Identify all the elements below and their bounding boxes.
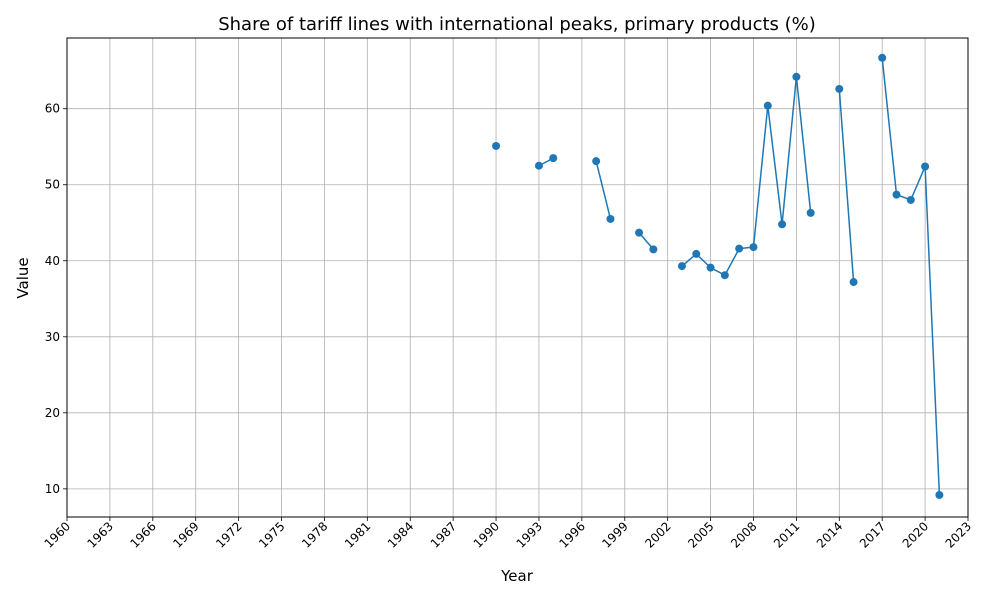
chart-title: Share of tariff lines with international… (218, 14, 816, 35)
series-line-layer (538, 57, 941, 495)
x-tick-label: 1981 (342, 519, 373, 550)
y-tick-label: 10 (45, 482, 60, 496)
x-tick-label: 2020 (900, 519, 931, 550)
y-tick-label: 30 (45, 330, 60, 344)
data-point (720, 271, 729, 280)
x-axis-label: Year (500, 567, 534, 585)
y-tick-label: 20 (45, 406, 60, 420)
data-point (749, 243, 758, 252)
data-point (906, 195, 915, 204)
data-point (592, 157, 601, 166)
data-point (492, 141, 501, 150)
y-axis-ticks: 10 20 30 40 50 60 (45, 102, 67, 496)
data-point (649, 245, 658, 254)
x-tick-label: 1996 (556, 519, 587, 550)
x-tick-label: 2008 (728, 519, 759, 550)
data-point (792, 72, 801, 81)
data-point (534, 161, 543, 170)
y-tick-label: 50 (45, 178, 60, 192)
data-point (677, 262, 686, 271)
series-line-segment (681, 76, 812, 277)
data-point (878, 53, 887, 62)
data-point (549, 154, 558, 163)
data-point (606, 214, 615, 223)
x-tick-label: 1978 (299, 519, 330, 550)
x-tick-label: 1984 (385, 519, 416, 550)
data-point (849, 278, 858, 287)
x-tick-label: 1963 (85, 519, 116, 550)
x-tick-label: 2002 (642, 519, 673, 550)
series-line-segment (595, 160, 612, 220)
data-point (735, 244, 744, 253)
x-tick-label: 2023 (943, 519, 974, 550)
x-tick-label: 1999 (599, 519, 630, 550)
series-line-segment (881, 57, 941, 495)
x-tick-label: 1966 (127, 519, 158, 550)
data-point (806, 208, 815, 217)
data-point (892, 190, 901, 199)
x-tick-label: 1990 (471, 519, 502, 550)
data-point (835, 84, 844, 93)
y-tick-label: 60 (45, 102, 60, 116)
data-point (692, 249, 701, 258)
x-tick-label: 1993 (514, 519, 545, 550)
x-tick-label: 1969 (170, 519, 201, 550)
data-point (763, 101, 772, 110)
plot-area-frame (66, 37, 969, 518)
data-point (778, 220, 787, 229)
x-tick-label: 1987 (428, 519, 459, 550)
x-tick-label: 2005 (685, 519, 716, 550)
x-tick-label: 1972 (213, 519, 244, 550)
y-axis-label: Value (14, 257, 32, 298)
x-tick-label: 1975 (256, 519, 287, 550)
series-line-segment (838, 88, 855, 283)
data-point (921, 162, 930, 171)
data-point (935, 490, 944, 499)
x-tick-label: 1960 (42, 519, 73, 550)
data-point (635, 228, 644, 237)
data-point (706, 263, 715, 272)
x-axis-ticks: 1960 1963 1966 1969 1972 1975 1978 1981 1984 1987… (42, 517, 974, 551)
x-tick-label: 2014 (814, 519, 845, 550)
x-tick-label: 2017 (857, 519, 888, 550)
x-tick-label: 2011 (771, 519, 802, 550)
grid (66, 38, 969, 517)
series-points-layer (492, 53, 944, 499)
y-tick-label: 40 (45, 254, 60, 268)
